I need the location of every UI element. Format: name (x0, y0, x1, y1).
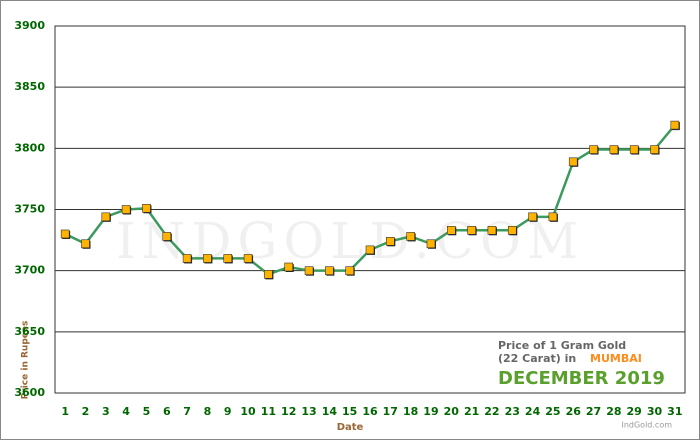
marker (345, 266, 354, 275)
marker (426, 239, 436, 249)
x-tick-label: 28 (606, 405, 621, 418)
y-axis-label: Price in Rupees (21, 321, 31, 400)
marker (60, 229, 70, 239)
marker (386, 237, 395, 246)
legend-period: DECEMBER 2019 (498, 368, 665, 389)
plot-border (54, 25, 686, 394)
legend-city: MUMBAI (590, 352, 642, 365)
x-tick-label: 6 (163, 405, 171, 418)
x-tick-label: 3 (102, 405, 110, 418)
x-tick-label: 20 (444, 405, 460, 418)
y-tick-label: 3850 (14, 80, 45, 93)
x-tick-label: 13 (301, 405, 316, 418)
watermark: INDGOLD.COM (116, 212, 584, 270)
credit: IndGold.com (621, 421, 672, 430)
x-tick-label: 12 (281, 405, 296, 418)
marker (589, 145, 598, 154)
marker (548, 212, 558, 222)
marker (142, 203, 151, 213)
x-tick-label: 25 (545, 405, 560, 418)
x-tick-label: 15 (342, 405, 357, 418)
x-tick-label: 31 (667, 405, 682, 418)
x-tick-label: 22 (484, 405, 499, 418)
marker (406, 232, 415, 241)
x-tick-label: 2 (82, 405, 90, 418)
legend-carat: (22 Carat) in (498, 352, 576, 365)
marker (182, 254, 192, 263)
y-tick-label: 3700 (14, 264, 45, 277)
marker (365, 245, 375, 255)
x-tick-label: 30 (647, 405, 663, 418)
x-tick-label: 14 (322, 405, 338, 418)
x-tick-label: 26 (566, 405, 582, 418)
marker (162, 232, 172, 241)
x-tick-label: 8 (204, 405, 212, 418)
legend-title: Price of 1 Gram Gold (498, 339, 626, 352)
marker (304, 266, 314, 275)
marker (121, 205, 131, 214)
x-tick-label: 23 (505, 405, 520, 418)
marker (609, 145, 619, 154)
x-tick-label: 19 (423, 405, 438, 418)
x-tick-label: 21 (464, 405, 479, 418)
marker (670, 120, 680, 130)
marker (101, 212, 111, 222)
x-tick-label: 11 (261, 405, 276, 418)
y-tick-label: 3750 (14, 203, 45, 216)
x-tick-label: 29 (627, 405, 642, 418)
marker (650, 145, 659, 154)
marker (507, 225, 517, 235)
y-tick-label: 3650 (14, 325, 45, 338)
marker (81, 239, 90, 249)
y-tick-label: 3800 (14, 141, 45, 154)
x-tick-label: 9 (224, 405, 232, 418)
marker (487, 225, 497, 235)
y-tick-label: 3900 (14, 19, 45, 32)
x-tick-label: 1 (61, 405, 69, 418)
marker (264, 270, 273, 279)
x-tick-label: 17 (383, 405, 398, 418)
marker (243, 254, 253, 263)
x-tick-label: 27 (586, 405, 601, 418)
x-tick-label: 5 (143, 405, 151, 418)
marker (467, 225, 476, 235)
marker (223, 254, 233, 263)
x-axis-label: Date (337, 422, 364, 433)
marker (568, 157, 578, 167)
x-tick-label: 16 (362, 405, 378, 418)
marker (528, 212, 537, 222)
y-tick-label: 3600 (14, 386, 45, 399)
marker (203, 254, 212, 263)
x-tick-label: 10 (240, 405, 256, 418)
x-tick-label: 4 (122, 405, 130, 418)
marker (325, 266, 334, 275)
marker (629, 145, 639, 154)
x-tick-label: 24 (525, 405, 541, 418)
x-tick-label: 18 (403, 405, 418, 418)
marker (284, 262, 294, 272)
marker (446, 225, 456, 235)
x-tick-label: 7 (183, 405, 191, 418)
